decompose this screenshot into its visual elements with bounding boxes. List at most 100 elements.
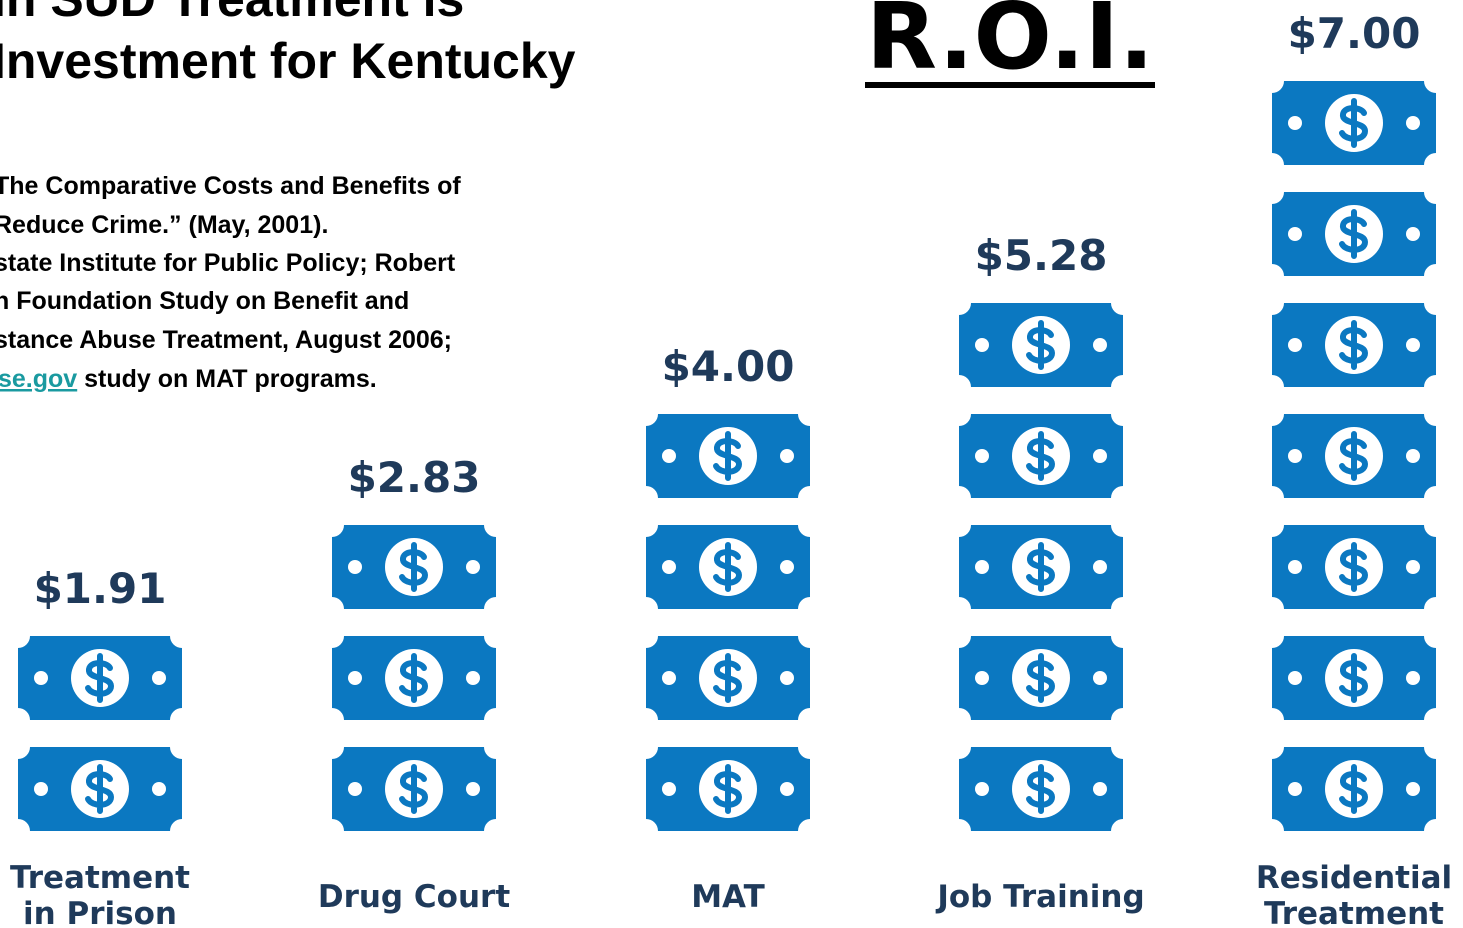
dollar-sign <box>1339 542 1369 592</box>
bill-dot <box>1288 671 1302 685</box>
citation-line: state Institute for Public Policy; Rober… <box>0 249 456 277</box>
bill <box>959 414 1123 498</box>
bill-dot <box>662 560 676 574</box>
bill-dot <box>348 560 362 574</box>
bill <box>646 747 810 831</box>
bill-dot <box>975 449 989 463</box>
citation-line: Reduce Crime.” (May, 2001). <box>0 211 328 239</box>
bill-dot <box>152 671 166 685</box>
bill-dot <box>1406 338 1420 352</box>
bill-dot <box>466 671 480 685</box>
title-line: In SUD Treatment is <box>0 0 464 27</box>
bill-dot <box>1093 449 1107 463</box>
dollar-sign <box>399 653 429 703</box>
dollar-sign <box>713 542 743 592</box>
bill-dot <box>780 671 794 685</box>
bill <box>959 636 1123 720</box>
citation-line: n Foundation Study on Benefit and <box>0 287 409 315</box>
category-label: Treatment <box>10 860 190 896</box>
bill <box>646 414 810 498</box>
dollar-sign <box>85 653 115 703</box>
bill-dot <box>34 782 48 796</box>
bill <box>959 303 1123 387</box>
dollar-sign <box>85 764 115 814</box>
bill-dot <box>975 338 989 352</box>
bill-dot <box>780 560 794 574</box>
bill <box>1272 81 1436 165</box>
bill-dot <box>1093 560 1107 574</box>
bill-dot <box>780 782 794 796</box>
bill <box>959 747 1123 831</box>
bill-dot <box>348 782 362 796</box>
bill-dot <box>1093 671 1107 685</box>
bill-dot <box>1288 227 1302 241</box>
dollar-sign <box>1026 542 1056 592</box>
dollar-sign <box>1026 431 1056 481</box>
bill-dot <box>975 560 989 574</box>
bill <box>18 636 182 720</box>
dollar-sign <box>1339 98 1369 148</box>
citation-line: The Comparative Costs and Benefits of <box>0 172 461 200</box>
dollar-sign <box>1026 320 1056 370</box>
category-label: in Prison <box>23 896 177 928</box>
bill-dot <box>780 449 794 463</box>
title-line: Investment for Kentucky <box>0 33 576 89</box>
value-label: $1.91 <box>34 564 167 613</box>
dollar-sign <box>1339 320 1369 370</box>
bill-dot <box>1406 782 1420 796</box>
bill <box>646 525 810 609</box>
dollar-sign <box>713 653 743 703</box>
bill <box>18 747 182 831</box>
category-label: Treatment <box>1264 896 1444 928</box>
bill-dot <box>975 782 989 796</box>
citation-line: stance Abuse Treatment, August 2006; <box>0 326 452 354</box>
bill-dot <box>1093 782 1107 796</box>
bill <box>332 747 496 831</box>
bill-dot <box>1406 671 1420 685</box>
dollar-sign <box>399 542 429 592</box>
category-label: Residential <box>1256 860 1452 896</box>
bill-dot <box>34 671 48 685</box>
bill-dot <box>1288 116 1302 130</box>
dollar-sign <box>399 764 429 814</box>
category-label: MAT <box>691 879 765 915</box>
bill <box>1272 414 1436 498</box>
bill-dot <box>1406 560 1420 574</box>
bill-dot <box>662 449 676 463</box>
citation-line: se.gov study on MAT programs. <box>0 365 377 393</box>
value-label: $4.00 <box>662 342 795 391</box>
bill-dot <box>466 560 480 574</box>
bill <box>1272 192 1436 276</box>
dollar-sign <box>1339 431 1369 481</box>
bill-dot <box>348 671 362 685</box>
bill-dot <box>662 782 676 796</box>
bill <box>332 636 496 720</box>
bill <box>1272 747 1436 831</box>
citation-tail: study on MAT programs. <box>77 365 377 393</box>
bill <box>646 636 810 720</box>
dollar-sign <box>713 764 743 814</box>
bill-dot <box>1406 116 1420 130</box>
bill-dot <box>1093 338 1107 352</box>
bill-dot <box>662 671 676 685</box>
value-label: $2.83 <box>348 453 481 502</box>
title-underline <box>865 82 1155 88</box>
citation-link[interactable]: se.gov <box>0 365 77 393</box>
bill-dot <box>1288 338 1302 352</box>
bill-dot <box>1406 449 1420 463</box>
bill <box>1272 525 1436 609</box>
dollar-sign <box>1026 653 1056 703</box>
category-label: Job Training <box>935 879 1144 915</box>
value-label: $7.00 <box>1288 9 1421 58</box>
bill-dot <box>466 782 480 796</box>
bill <box>959 525 1123 609</box>
bill-dot <box>1406 227 1420 241</box>
category-label: Drug Court <box>318 879 510 915</box>
bill-dot <box>152 782 166 796</box>
dollar-sign <box>1339 209 1369 259</box>
bill <box>1272 636 1436 720</box>
bill-dot <box>1288 560 1302 574</box>
dollar-sign <box>713 431 743 481</box>
